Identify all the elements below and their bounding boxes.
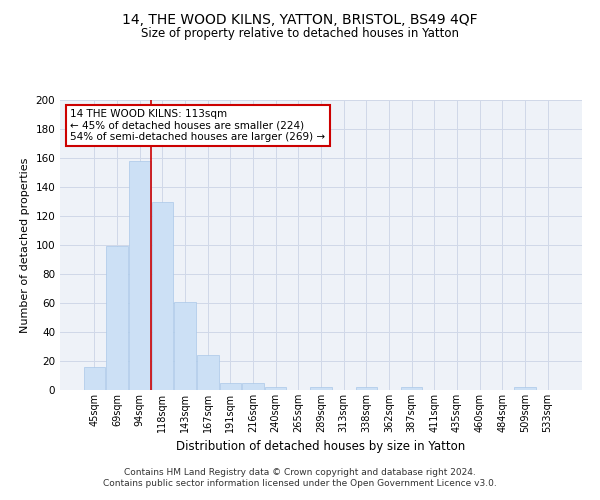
- Bar: [514, 387, 536, 390]
- Text: 14, THE WOOD KILNS, YATTON, BRISTOL, BS49 4QF: 14, THE WOOD KILNS, YATTON, BRISTOL, BS4…: [122, 12, 478, 26]
- Bar: [356, 387, 377, 390]
- Bar: [401, 387, 422, 390]
- Bar: [152, 202, 173, 390]
- Text: Size of property relative to detached houses in Yatton: Size of property relative to detached ho…: [141, 28, 459, 40]
- Bar: [84, 367, 105, 390]
- Bar: [175, 302, 196, 390]
- Bar: [129, 161, 151, 390]
- Bar: [310, 387, 332, 390]
- X-axis label: Distribution of detached houses by size in Yatton: Distribution of detached houses by size …: [176, 440, 466, 454]
- Bar: [106, 246, 128, 390]
- Text: Contains HM Land Registry data © Crown copyright and database right 2024.
Contai: Contains HM Land Registry data © Crown c…: [103, 468, 497, 487]
- Y-axis label: Number of detached properties: Number of detached properties: [20, 158, 30, 332]
- Bar: [220, 383, 241, 390]
- Text: 14 THE WOOD KILNS: 113sqm
← 45% of detached houses are smaller (224)
54% of semi: 14 THE WOOD KILNS: 113sqm ← 45% of detac…: [70, 108, 326, 142]
- Bar: [265, 387, 286, 390]
- Bar: [197, 355, 218, 390]
- Bar: [242, 383, 264, 390]
